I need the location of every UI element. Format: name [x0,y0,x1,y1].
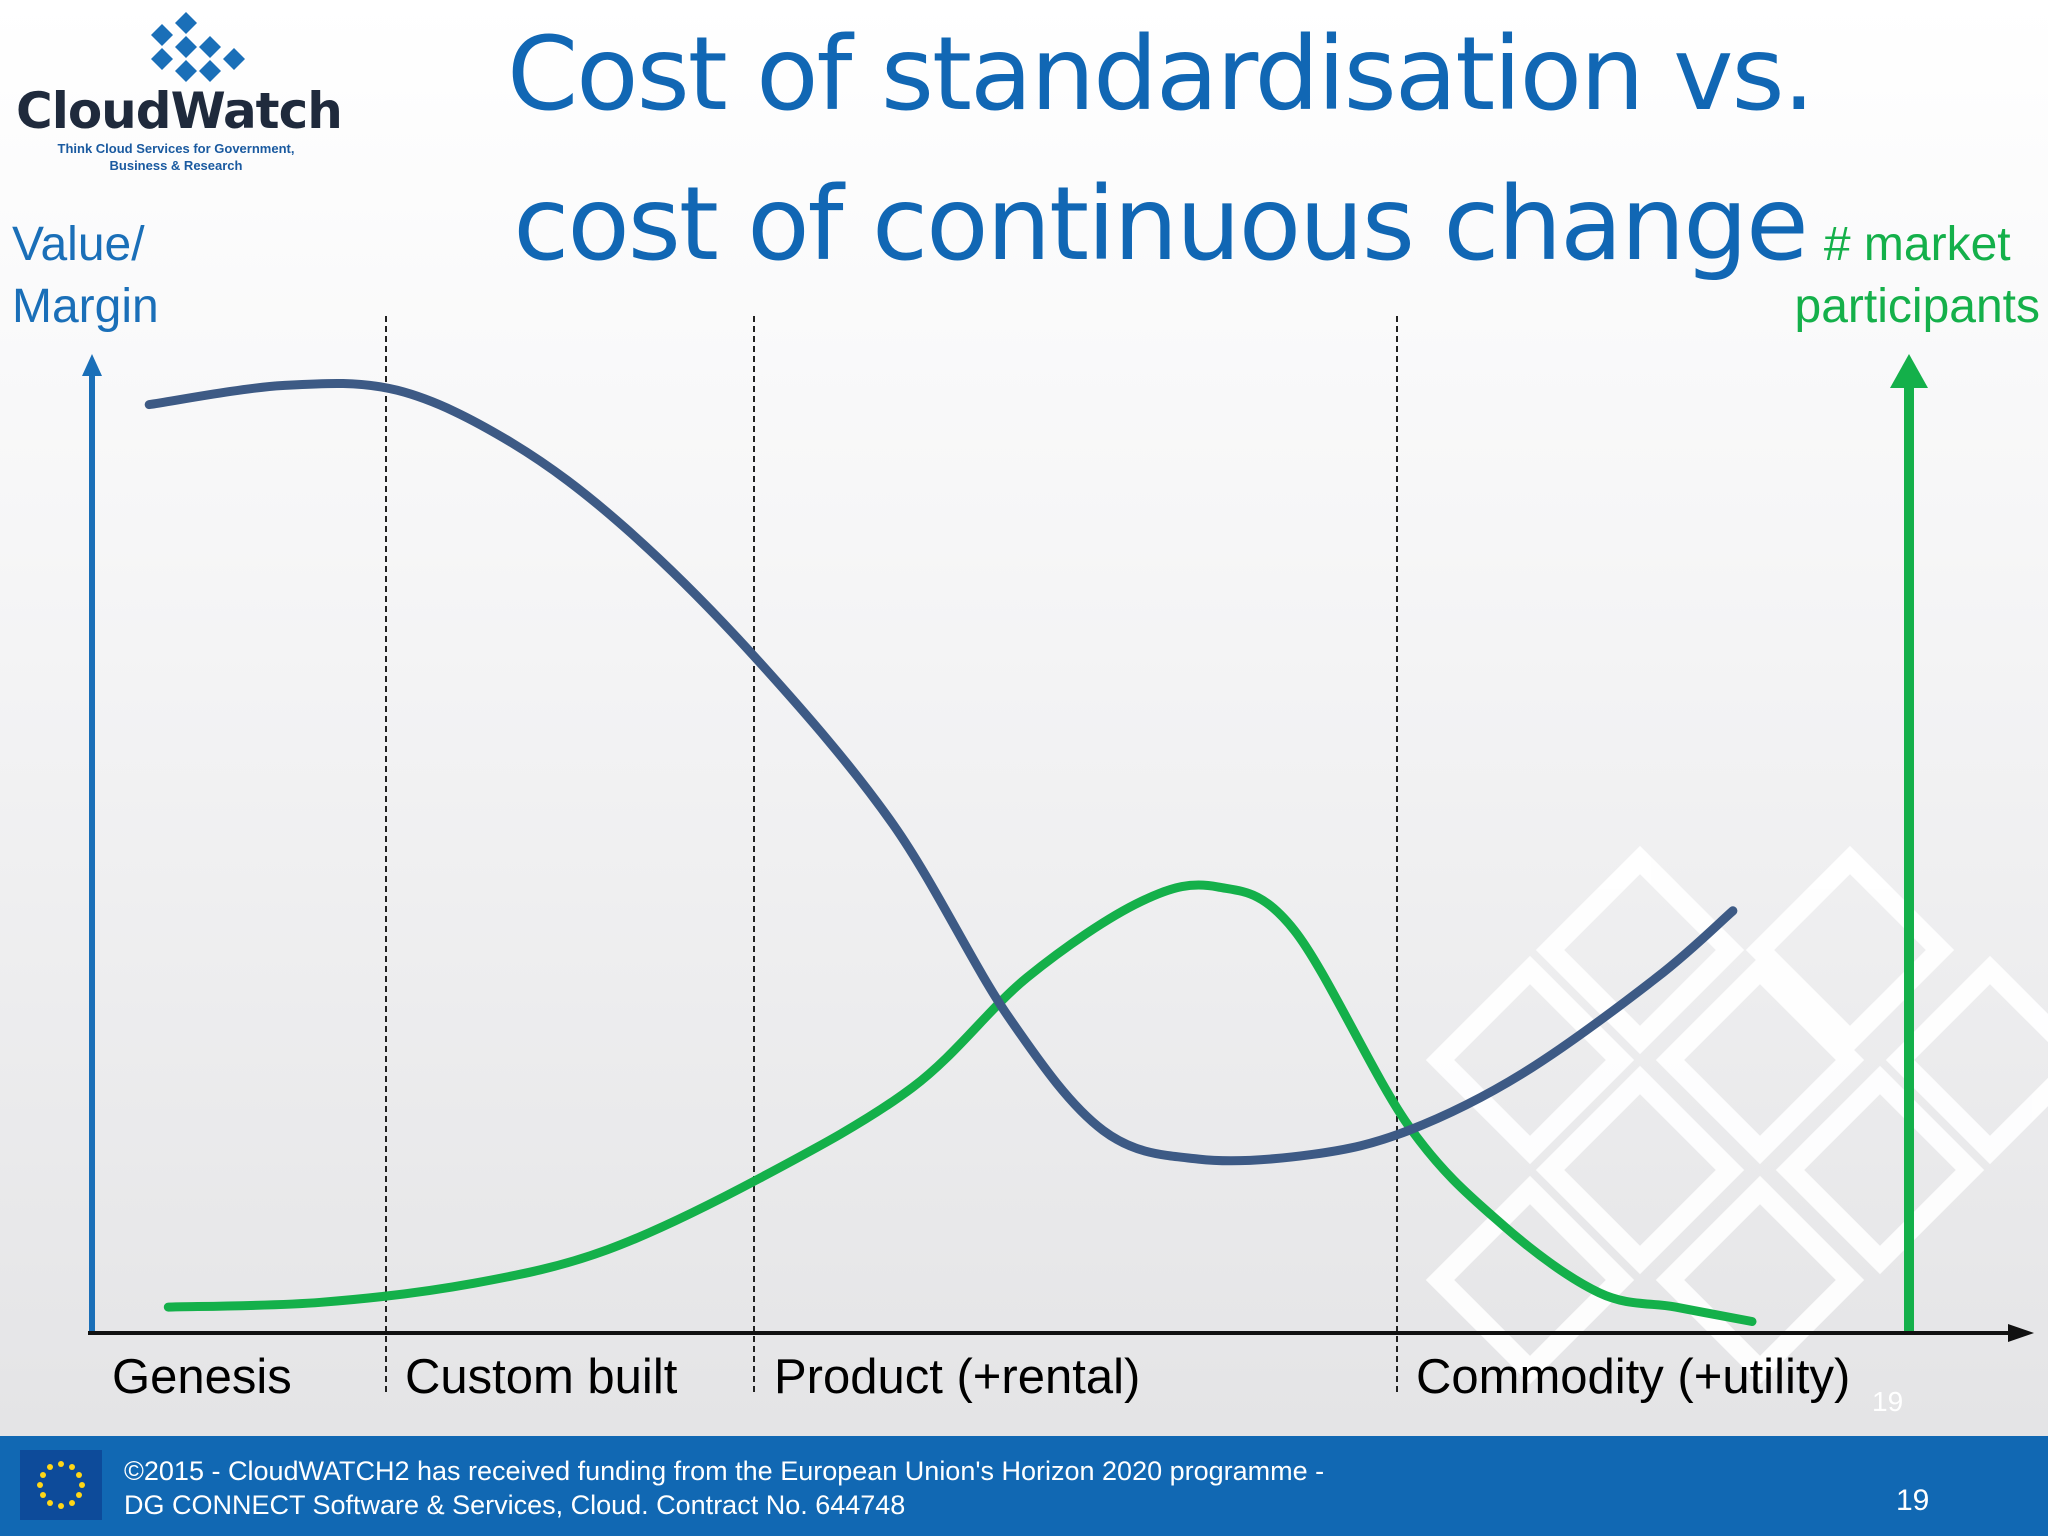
series-line-value-margin [144,378,1738,1166]
stage-divider-1 [385,316,387,1392]
logo-diamond-mark [151,12,245,82]
logo-tagline: Think Cloud Services for Government, Bus… [26,140,326,174]
title-line1: Cost of standardisation vs. [506,15,1815,134]
stage-divider-3 [1396,316,1398,1392]
left-axis-arrowhead [82,354,102,376]
stage-label-custom-built: Custom built [405,1350,678,1404]
title-line2: cost of continuous change [513,165,1809,284]
right-axis-line [1904,380,1914,1332]
right-axis-label: # market participants [1795,214,2040,338]
slide-number-overlay: 19 [1872,1386,1904,1417]
left-axis-label-line2: Margin [12,280,159,333]
left-axis-label: Value/ Margin [12,214,159,338]
footer-funding-text: ©2015 - CloudWATCH2 has received funding… [124,1454,1324,1522]
right-axis-label-line1: # market [1823,218,2011,271]
page-number: 19 [1896,1484,1930,1517]
eu-stars-icon [37,1461,85,1509]
stage-label-product: Product (+rental) [774,1350,1141,1404]
footer-text-line1: ©2015 - CloudWATCH2 has received funding… [124,1456,1325,1486]
logo-tagline-line1: Think Cloud Services for Government, [57,141,295,156]
stage-label-commodity: Commodity (+utility) [1416,1350,1851,1404]
stage-divider-2 [753,316,755,1392]
left-axis-line [89,372,95,1332]
eu-flag-icon [20,1450,102,1520]
right-axis-label-line2: participants [1794,280,2040,333]
logo-tagline-line2: Business & Research [109,158,243,173]
cloudwatch-logo: CloudWatch Think Cloud Services for Gove… [16,10,343,180]
left-axis-label-line1: Value/ [12,218,145,271]
x-axis-line [88,1331,2016,1335]
x-axis-arrowhead [2008,1324,2034,1342]
series-line-participants [163,880,1757,1326]
stage-label-genesis: Genesis [112,1350,292,1404]
footer-bar: ©2015 - CloudWATCH2 has received funding… [0,1436,2048,1536]
slide-title: Cost of standardisation vs. cost of cont… [440,0,1880,300]
footer-text-line2: DG CONNECT Software & Services, Cloud. C… [124,1490,906,1520]
logo-wordmark: CloudWatch [16,82,343,140]
